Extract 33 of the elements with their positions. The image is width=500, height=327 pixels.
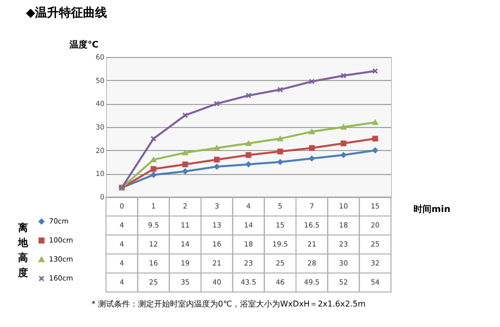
- point: [246, 152, 252, 158]
- point: [182, 112, 188, 118]
- point: [246, 140, 252, 146]
- point: [308, 78, 315, 84]
- point: [182, 161, 188, 168]
- point: [182, 168, 188, 174]
- point: [150, 172, 156, 178]
- point: [277, 86, 284, 93]
- point: [277, 159, 284, 165]
- legend-title: 离地高度: [17, 222, 29, 279]
- point: [308, 156, 315, 162]
- point: [214, 100, 220, 107]
- point: [372, 120, 378, 125]
- point: [340, 140, 346, 146]
- point: [308, 145, 315, 151]
- text: * 测试条件：测定开始时室内温度为0℃，浴室大小为WxDxH＝2x1.6x2.5m: [92, 300, 366, 308]
- point: [214, 156, 220, 163]
- point: [372, 147, 378, 154]
- point: [340, 72, 346, 79]
- point: [150, 136, 156, 142]
- chart-title: ◆温升特征曲线: [26, 6, 108, 20]
- point: [277, 148, 284, 154]
- point: [150, 166, 156, 172]
- point: [150, 157, 156, 162]
- point: [340, 152, 346, 158]
- point: [246, 161, 252, 168]
- point: [214, 145, 220, 151]
- point: [246, 92, 252, 98]
- x-axis-title: 时间min: [414, 204, 450, 215]
- point: [340, 124, 346, 130]
- point: [214, 164, 220, 170]
- y-axis-title: 温度℃: [68, 40, 99, 50]
- point: [372, 136, 378, 142]
